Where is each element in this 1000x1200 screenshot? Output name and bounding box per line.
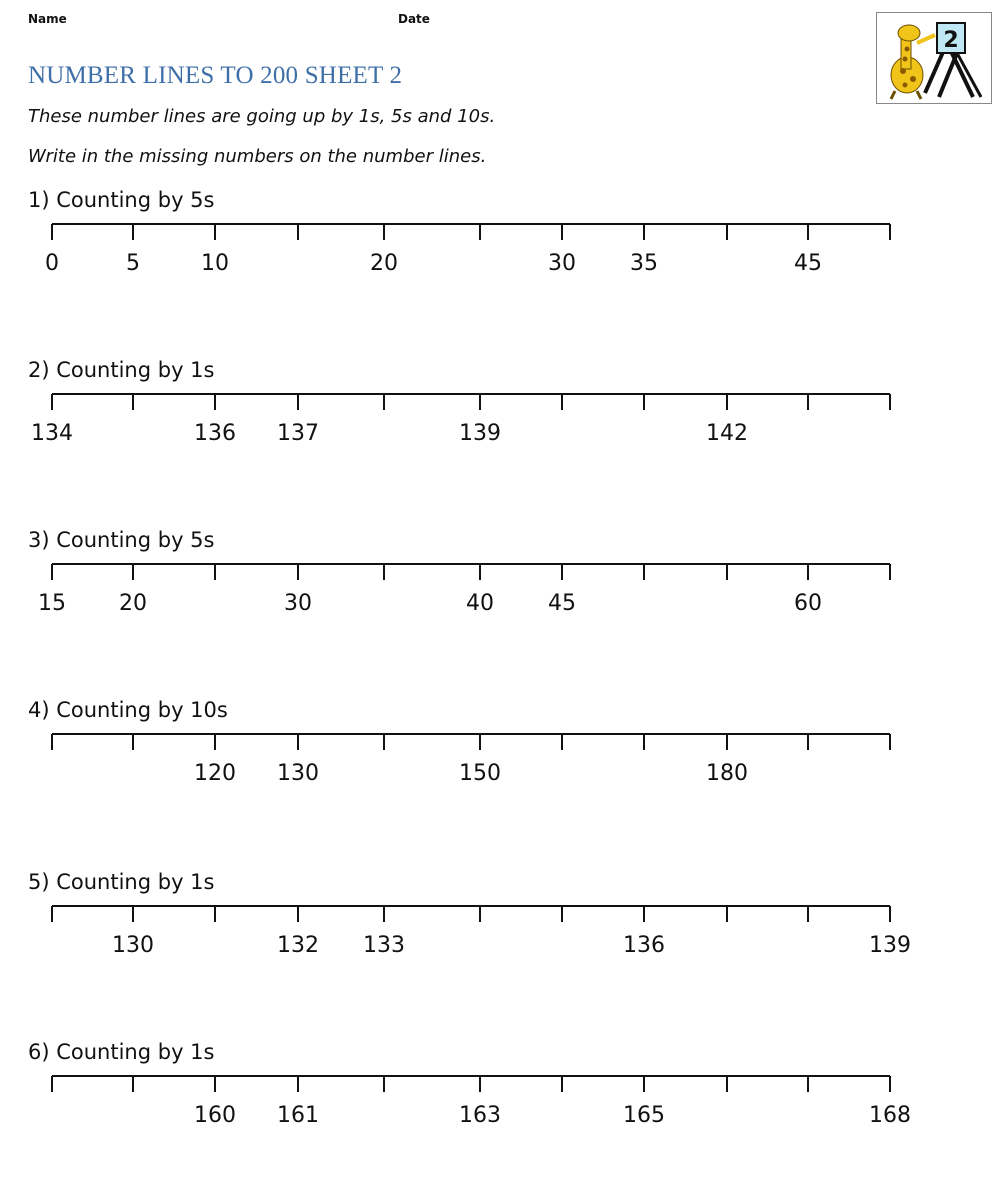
page-title: NUMBER LINES TO 200 SHEET 2: [28, 62, 403, 89]
problem-5: 5) Counting by 1s 130 132 133 136 139: [0, 870, 1000, 1030]
tick-label: 10: [201, 251, 229, 276]
tick-label: 133: [363, 933, 405, 958]
number-line: 120 130 150 180: [51, 733, 891, 786]
number-line: 0 5 10 20 30 35 45: [45, 223, 891, 276]
tick-label: 30: [548, 251, 576, 276]
problem-title: 5) Counting by 1s: [28, 870, 215, 894]
tick-label: 142: [706, 421, 748, 446]
tick-label: 0: [45, 251, 59, 276]
problem-title: 6) Counting by 1s: [28, 1040, 215, 1064]
tick-label: 20: [370, 251, 398, 276]
tick-label: 160: [194, 1103, 236, 1128]
tick-label: 137: [277, 421, 319, 446]
tick-label: 40: [466, 591, 494, 616]
problem-title: 2) Counting by 1s: [28, 358, 215, 382]
tick-label: 168: [869, 1103, 911, 1128]
tick-label: 35: [630, 251, 658, 276]
tick-label: 45: [548, 591, 576, 616]
problem-title: 4) Counting by 10s: [28, 698, 228, 722]
tick-label: 136: [194, 421, 236, 446]
problem-6: 6) Counting by 1s 160 161 163 165 168: [0, 1040, 1000, 1200]
tick-label: 120: [194, 761, 236, 786]
problem-2: 2) Counting by 1s 134 136 137 139 142: [0, 358, 1000, 518]
tick-label: 130: [277, 761, 319, 786]
problem-4: 4) Counting by 10s 120 130 150 180: [0, 698, 1000, 858]
tick-label: 163: [459, 1103, 501, 1128]
problem-3: 3) Counting by 5s 15 20 30 40 45 60: [0, 528, 1000, 688]
tick-label: 132: [277, 933, 319, 958]
problem-title: 3) Counting by 5s: [28, 528, 215, 552]
name-label: Name: [28, 12, 67, 26]
tick-label: 60: [794, 591, 822, 616]
tick-label: 165: [623, 1103, 665, 1128]
problem-1: 1) Counting by 5s 0 5 10 20 30 35 45: [0, 188, 1000, 348]
date-label: Date: [398, 12, 430, 26]
tick-label: 45: [794, 251, 822, 276]
tick-label: 139: [459, 421, 501, 446]
tick-label: 5: [126, 251, 140, 276]
tick-label: 139: [869, 933, 911, 958]
giraffe-easel-logo-icon: 2: [876, 12, 992, 104]
problem-title: 1) Counting by 5s: [28, 188, 215, 212]
tick-label: 150: [459, 761, 501, 786]
instruction-line-1: These number lines are going up by 1s, 5…: [28, 106, 496, 127]
number-line: 130 132 133 136 139: [51, 905, 911, 958]
number-line: 134 136 137 139 142: [31, 393, 891, 446]
tick-label: 20: [119, 591, 147, 616]
number-line: 160 161 163 165 168: [51, 1075, 911, 1128]
number-line: 15 20 30 40 45 60: [38, 563, 891, 616]
tick-label: 134: [31, 421, 73, 446]
instruction-line-2: Write in the missing numbers on the numb…: [28, 146, 487, 167]
tick-label: 180: [706, 761, 748, 786]
logo-badge: 2: [943, 28, 958, 53]
tick-label: 30: [284, 591, 312, 616]
tick-label: 15: [38, 591, 66, 616]
tick-label: 130: [112, 933, 154, 958]
tick-label: 161: [277, 1103, 319, 1128]
tick-label: 136: [623, 933, 665, 958]
